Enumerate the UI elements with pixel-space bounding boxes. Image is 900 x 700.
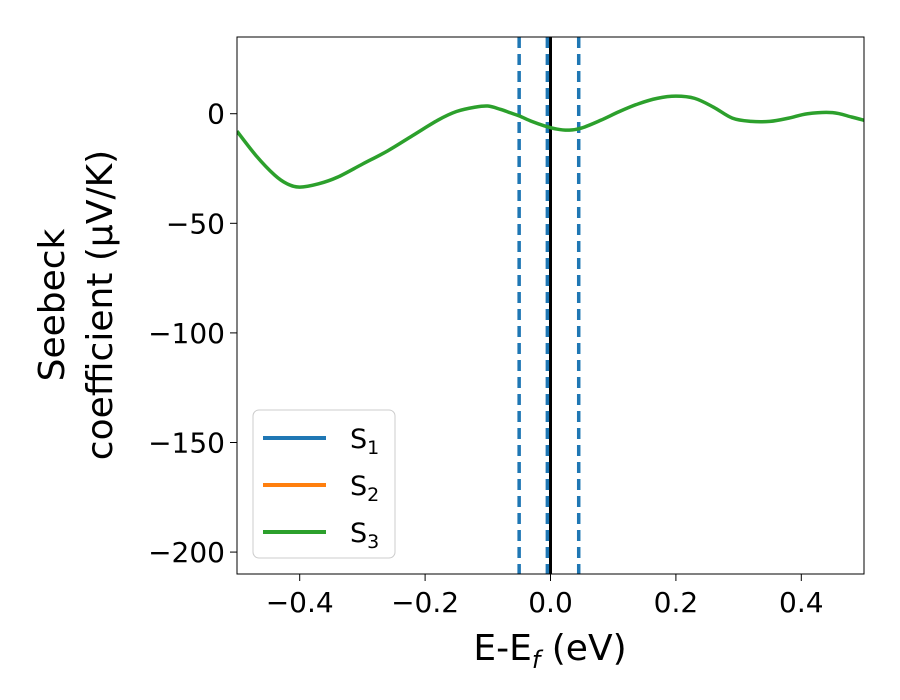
legend-label-s3: S3 [350,518,379,553]
legend-label-main: S [350,518,367,549]
legend-label-main: S [350,424,367,455]
y-tick-label: −50 [166,207,225,240]
x-tick-label: 0.0 [528,586,573,619]
y-axis-ticks: 0 −50 −100 −150 −200 [148,98,237,569]
y-tick-label: 0 [207,98,225,131]
y-axis-label-line2: coefficient (μV/K) [80,150,121,460]
x-axis-label-unit: (eV) [540,628,626,669]
x-tick-label: 0.4 [779,586,824,619]
x-axis-label: E-Ef (eV) [473,628,626,674]
y-tick-label: −100 [148,317,225,350]
x-axis-label-main: E-E [473,628,531,669]
legend-label-subscript: 1 [367,437,379,459]
series-lines [237,94,864,189]
series-line-s3 [237,94,864,189]
y-tick-label: −200 [148,536,225,569]
reference-lines [517,37,581,574]
legend-label-subscript: 3 [367,531,379,553]
y-axis-label-line1: Seebeck [32,228,73,381]
x-tick-label: −0.2 [391,586,459,619]
x-tick-label: 0.2 [654,586,699,619]
legend-label-s1: S1 [350,424,379,459]
legend-label-subscript: 2 [367,484,379,506]
legend-label-s2: S2 [350,471,379,506]
legend-label-main: S [350,471,367,502]
x-axis-ticks: −0.4 −0.2 0.0 0.2 0.4 [266,574,824,619]
x-tick-label: −0.4 [266,586,334,619]
y-tick-label: −150 [148,426,225,459]
y-axis-label: Seebeck coefficient (μV/K) [32,150,121,460]
